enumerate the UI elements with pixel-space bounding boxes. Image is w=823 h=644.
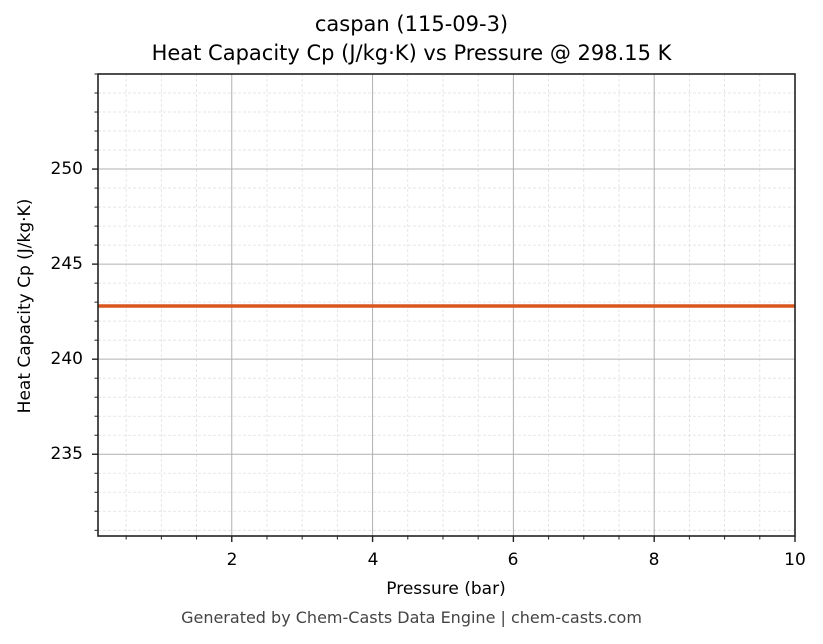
x-tick-label: 8	[649, 550, 660, 570]
plot-frame	[97, 73, 796, 537]
axis-ticks	[92, 73, 796, 542]
x-axis-label: Pressure (bar)	[386, 579, 505, 599]
chart-title: caspan (115-09-3)	[314, 12, 509, 36]
x-tick-labels: 2 4 6 8 10	[227, 550, 806, 570]
x-tick-label: 6	[508, 550, 519, 570]
x-tick-label: 10	[784, 550, 806, 570]
y-tick-label: 245	[51, 254, 83, 274]
footer-credit: Generated by Chem-Casts Data Engine | ch…	[181, 608, 642, 627]
y-tick-label: 240	[51, 349, 83, 369]
chart-subtitle: Heat Capacity Cp (J/kg·K) vs Pressure @ …	[151, 41, 672, 65]
y-axis-label: Heat Capacity Cp (J/kg·K)	[15, 199, 35, 414]
x-tick-label: 2	[227, 550, 238, 570]
y-tick-label: 250	[51, 159, 83, 179]
y-tick-labels: 235 240 245 250	[51, 159, 83, 464]
y-tick-label: 235	[51, 444, 83, 464]
x-tick-label: 4	[368, 550, 379, 570]
